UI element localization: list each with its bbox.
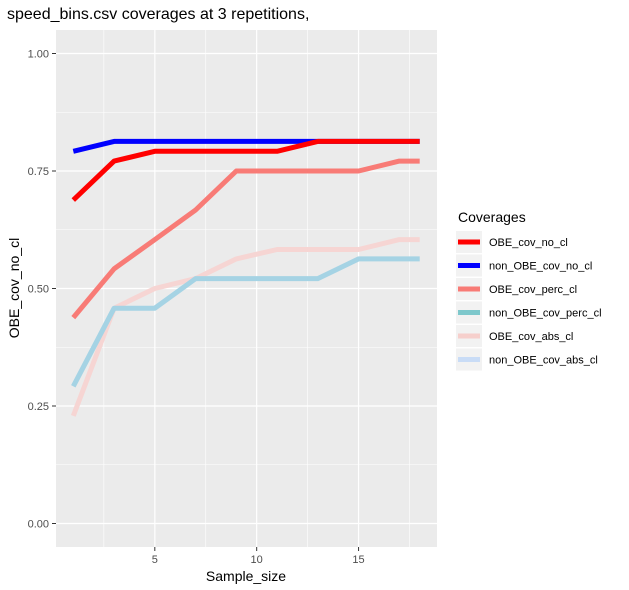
y-tick-label: 0.00 <box>28 519 49 531</box>
x-axis: 5 10 15 <box>152 547 365 566</box>
x-axis-title: Sample_size <box>206 568 286 584</box>
x-tick-label: 10 <box>251 554 263 566</box>
legend: Coverages OBE_cov_no_cl non_OBE_cov_no_cl… <box>456 209 602 371</box>
series-line-OBE_cov_no_cl <box>71 138 420 202</box>
series-lines <box>70 138 420 417</box>
y-tick-label: 0.75 <box>28 166 49 178</box>
legend-label: non_OBE_cov_perc_cl <box>489 308 602 320</box>
y-tick-label: 0.25 <box>28 401 49 413</box>
legend-label: non_OBE_cov_abs_cl <box>489 355 598 367</box>
legend-label: non_OBE_cov_no_cl <box>489 261 592 273</box>
series-line-OBE_cov_perc_cl <box>71 158 420 320</box>
y-axis-title: OBE_cov_no_cl <box>6 238 22 338</box>
legend-label: OBE_cov_abs_cl <box>489 331 573 343</box>
x-tick-label: 15 <box>352 554 364 566</box>
chart-title: speed_bins.csv coverages at 3 repetition… <box>7 6 309 23</box>
legend-label: OBE_cov_no_cl <box>489 237 568 249</box>
y-tick-label: 0.50 <box>28 284 49 296</box>
legend-title: Coverages <box>458 209 526 225</box>
x-tick-label: 5 <box>152 554 158 566</box>
series-line-OBE_cov_abs_cl <box>70 237 420 417</box>
y-axis: 0.00 0.25 0.50 0.75 1.00 <box>28 49 56 531</box>
series-line-non_OBE_cov_perc_cl <box>71 256 420 388</box>
y-tick-label: 1.00 <box>28 49 49 61</box>
legend-label: OBE_cov_perc_cl <box>489 284 577 296</box>
